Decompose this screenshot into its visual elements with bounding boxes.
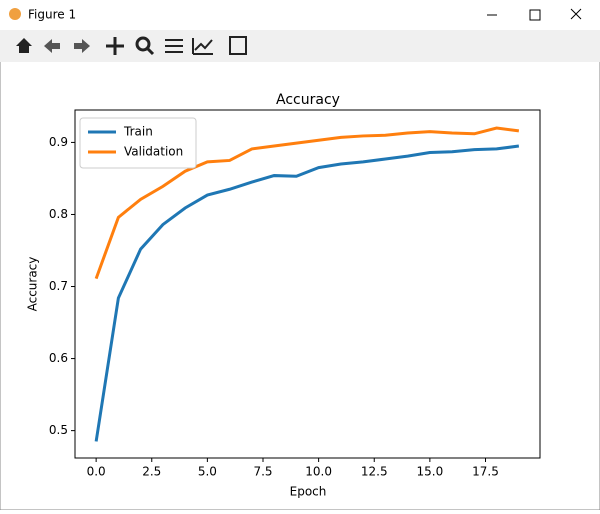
y-axis-label: Accuracy — [26, 257, 40, 312]
close-button[interactable] — [570, 8, 582, 20]
chart-title: Accuracy — [276, 92, 340, 108]
toolbar — [0, 30, 600, 62]
x-axis-label: Epoch — [290, 485, 327, 499]
y-tick-label: 0.5 — [49, 423, 68, 437]
save-button[interactable] — [229, 36, 247, 55]
zoom-button[interactable] — [135, 36, 155, 56]
x-tick-label: 5.0 — [198, 465, 217, 479]
forward-button[interactable] — [74, 39, 90, 53]
app-icon — [9, 8, 21, 20]
y-tick-label: 0.8 — [49, 207, 68, 221]
maximize-button[interactable] — [529, 9, 541, 21]
back-button[interactable] — [44, 39, 60, 53]
legend-label: Train — [123, 125, 153, 139]
edit-axis-button[interactable] — [192, 38, 213, 55]
line-series — [94, 144, 520, 442]
x-tick-label: 17.5 — [472, 465, 499, 479]
title-bar — [0, 0, 600, 30]
configure-button[interactable] — [165, 39, 183, 53]
x-tick-label: 0.0 — [87, 465, 106, 479]
home-button[interactable] — [16, 38, 32, 53]
x-tick-label: 15.0 — [417, 465, 444, 479]
window-title: Figure 1 — [28, 8, 76, 22]
x-tick-label: 7.5 — [253, 465, 272, 479]
x-tick-label: 2.5 — [142, 465, 161, 479]
x-tick-label: 10.0 — [305, 465, 332, 479]
pan-button[interactable] — [106, 37, 124, 55]
y-tick-label: 0.6 — [49, 351, 68, 365]
legend-label: Validation — [124, 145, 183, 159]
line-series — [94, 126, 520, 280]
x-tick-label: 12.5 — [361, 465, 388, 479]
y-tick-label: 0.9 — [49, 135, 68, 149]
y-tick-label: 0.7 — [49, 279, 68, 293]
